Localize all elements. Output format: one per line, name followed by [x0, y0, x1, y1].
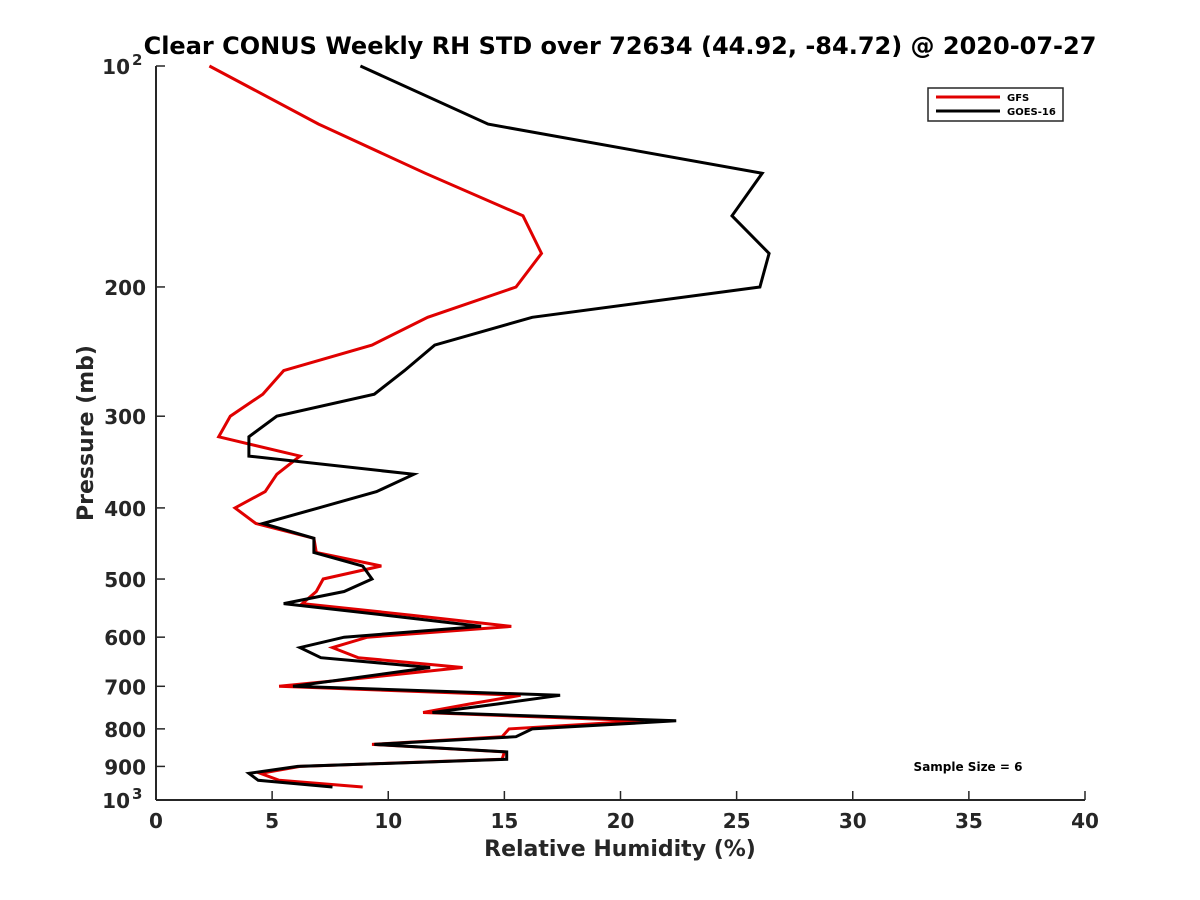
series-line-goes-16	[245, 64, 771, 789]
y-tick-label: 800	[104, 718, 146, 742]
x-tick-label: 35	[955, 809, 983, 833]
x-axis-label: Relative Humidity (%)	[484, 837, 756, 862]
legend-box	[927, 87, 1064, 122]
y-tick-label: 600	[104, 626, 146, 650]
legend: GFS GOES-16	[927, 87, 1064, 122]
x-tick-label: 10	[374, 809, 402, 833]
y-tick-label: 500	[104, 568, 146, 592]
y-tick-label: 900	[104, 755, 146, 779]
chart-title: Clear CONUS Weekly RH STD over 72634 (44…	[144, 32, 1097, 60]
y-tick-label: 400	[104, 497, 146, 521]
x-tick-label: 5	[265, 809, 279, 833]
x-tick-label: 15	[490, 809, 518, 833]
legend-label: GOES-16	[1007, 107, 1056, 118]
x-tick-label: 0	[149, 809, 163, 833]
sample-size-annotation: Sample Size = 6	[914, 760, 1023, 774]
y-tick-exponent: 3	[132, 785, 142, 803]
x-tick-label: 20	[607, 809, 635, 833]
x-tick-label: 25	[723, 809, 751, 833]
x-tick-label: 30	[839, 809, 867, 833]
series-group	[208, 64, 771, 789]
y-tick-label: 700	[104, 675, 146, 699]
y-tick-label: 10	[102, 789, 130, 813]
series-line-gfs	[208, 64, 644, 789]
y-tick-label: 200	[104, 276, 146, 300]
x-tick-label: 40	[1071, 809, 1099, 833]
y-tick-label: 300	[104, 405, 146, 429]
y-tick-exponent: 2	[132, 51, 142, 69]
legend-label: GFS	[1007, 93, 1029, 104]
y-axis-label: Pressure (mb)	[74, 345, 99, 521]
y-tick-label: 10	[102, 55, 130, 79]
